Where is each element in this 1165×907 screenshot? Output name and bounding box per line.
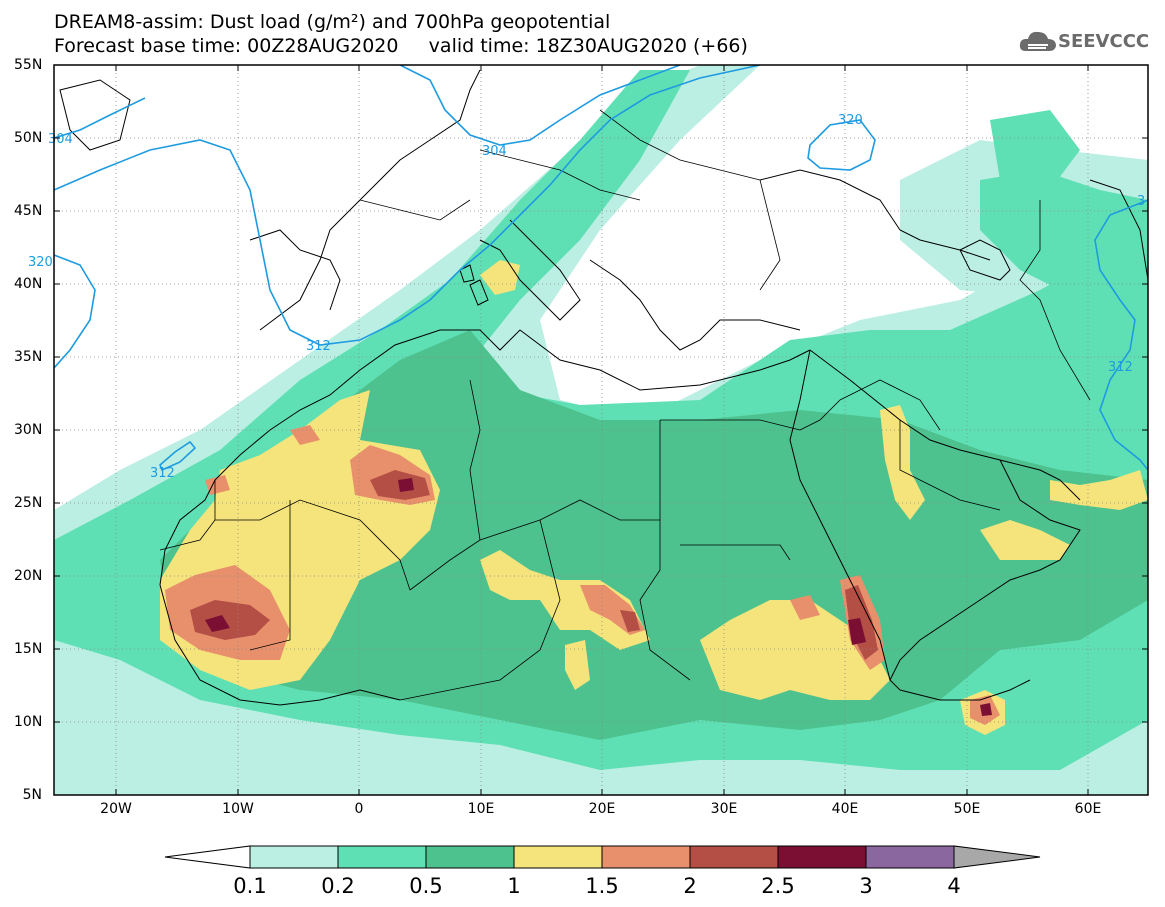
lat-label: 25N (14, 495, 43, 511)
dust-region-1-chad (480, 550, 650, 650)
map-title: DREAM8-assim: Dust load (g/m²) and 700hP… (54, 11, 611, 33)
cloud-icon (1019, 31, 1056, 51)
colorbar-cell (865, 845, 955, 869)
colorbar-cell (601, 845, 691, 869)
geopotential-contours (54, 65, 1148, 472)
dust-region-02-east (990, 110, 1080, 190)
colorbar-label: 0.1 (233, 874, 267, 898)
dust-region-25-mali (205, 615, 230, 632)
dust-region-15-atlas (290, 425, 320, 445)
contour-label: 320 (28, 255, 53, 270)
seevccc-logo: SEEVCCC (1018, 27, 1158, 57)
map-subtitle: Forecast base time: 00Z28AUG2020 valid t… (54, 35, 748, 57)
dust-region-2-eritrea (845, 585, 878, 660)
dust-region-1-arabia (980, 520, 1070, 560)
lat-label: 50N (14, 130, 43, 146)
lon-label: 10E (467, 801, 495, 817)
dust-region-25-algeria (398, 478, 414, 492)
colorbar-cell (249, 845, 339, 869)
dust-field (54, 65, 1148, 795)
lon-label: 30E (710, 801, 738, 817)
logo-text: SEEVCCC (1058, 31, 1150, 52)
lat-label: 5N (22, 787, 42, 803)
lat-label: 15N (14, 641, 43, 657)
colorbar-label: 0.5 (409, 874, 443, 898)
lat-label: 20N (14, 568, 43, 584)
colorbar-cells (164, 845, 1041, 869)
dust-region-1-small (565, 640, 590, 690)
colorbar-cell (337, 845, 427, 869)
colorbar-label: 4 (947, 874, 961, 898)
dust-region-15-sudan (790, 595, 820, 620)
lat-label: 10N (14, 714, 43, 730)
colorbar-cell (513, 845, 603, 869)
graticule (54, 65, 1148, 795)
dust-region-1-gulf (1050, 470, 1148, 510)
contour-label: 3 (1137, 194, 1145, 209)
contour-label: 320 (838, 113, 863, 128)
lat-label: 35N (14, 349, 43, 365)
colorbar-label: 0.2 (321, 874, 355, 898)
coastlines (59, 69, 1148, 706)
colorbar-label: 3 (859, 874, 873, 898)
dust-region-02-caucasus (980, 170, 1148, 320)
lon-label: 10W (222, 801, 254, 817)
contour-label: 312 (306, 339, 331, 354)
axis-ticks (54, 64, 1148, 796)
colorbar-cell (689, 845, 779, 869)
dust-region-1-sardinia (480, 260, 520, 295)
lat-label: 40N (14, 276, 43, 292)
dust-region-2-mali (190, 600, 270, 640)
dust-region-1-sudan (700, 600, 890, 700)
lon-label: 40E (831, 801, 859, 817)
country-borders (159, 109, 1091, 701)
contour-label: 304 (48, 132, 73, 147)
dust-region-25-somalia (980, 703, 992, 716)
colorbar-label: 1 (507, 874, 521, 898)
colorbar-label: 2 (683, 874, 697, 898)
colorbar-cell (777, 845, 867, 869)
contour-label: 312 (150, 466, 175, 481)
lat-label: 45N (14, 203, 43, 219)
lon-label: 50E (953, 801, 981, 817)
lon-label: 60E (1074, 801, 1102, 817)
colorbar-high-triangle (953, 845, 1041, 869)
colorbar-label: 1.5 (585, 874, 619, 898)
dust-region-15-morocco (205, 475, 230, 495)
colorbar-low-triangle (164, 845, 251, 869)
lon-label: 20E (588, 801, 616, 817)
lon-label: 20W (100, 801, 132, 817)
lat-label: 55N (14, 57, 43, 73)
colorbar-cell (425, 845, 515, 869)
colorbar (164, 845, 1041, 869)
dust-region-25-eritrea (848, 618, 866, 645)
colorbar-label: 2.5 (761, 874, 795, 898)
map-canvas: 304 304 320 3 320 312 312 312 (28, 64, 1149, 796)
dust-region-2-chad (620, 610, 640, 632)
lat-label: 30N (14, 422, 43, 438)
contour-label: 304 (482, 144, 507, 159)
contour-label: 312 (1108, 360, 1133, 375)
dust-region-1-saudi (880, 405, 925, 520)
lon-label: 0 (354, 801, 364, 817)
